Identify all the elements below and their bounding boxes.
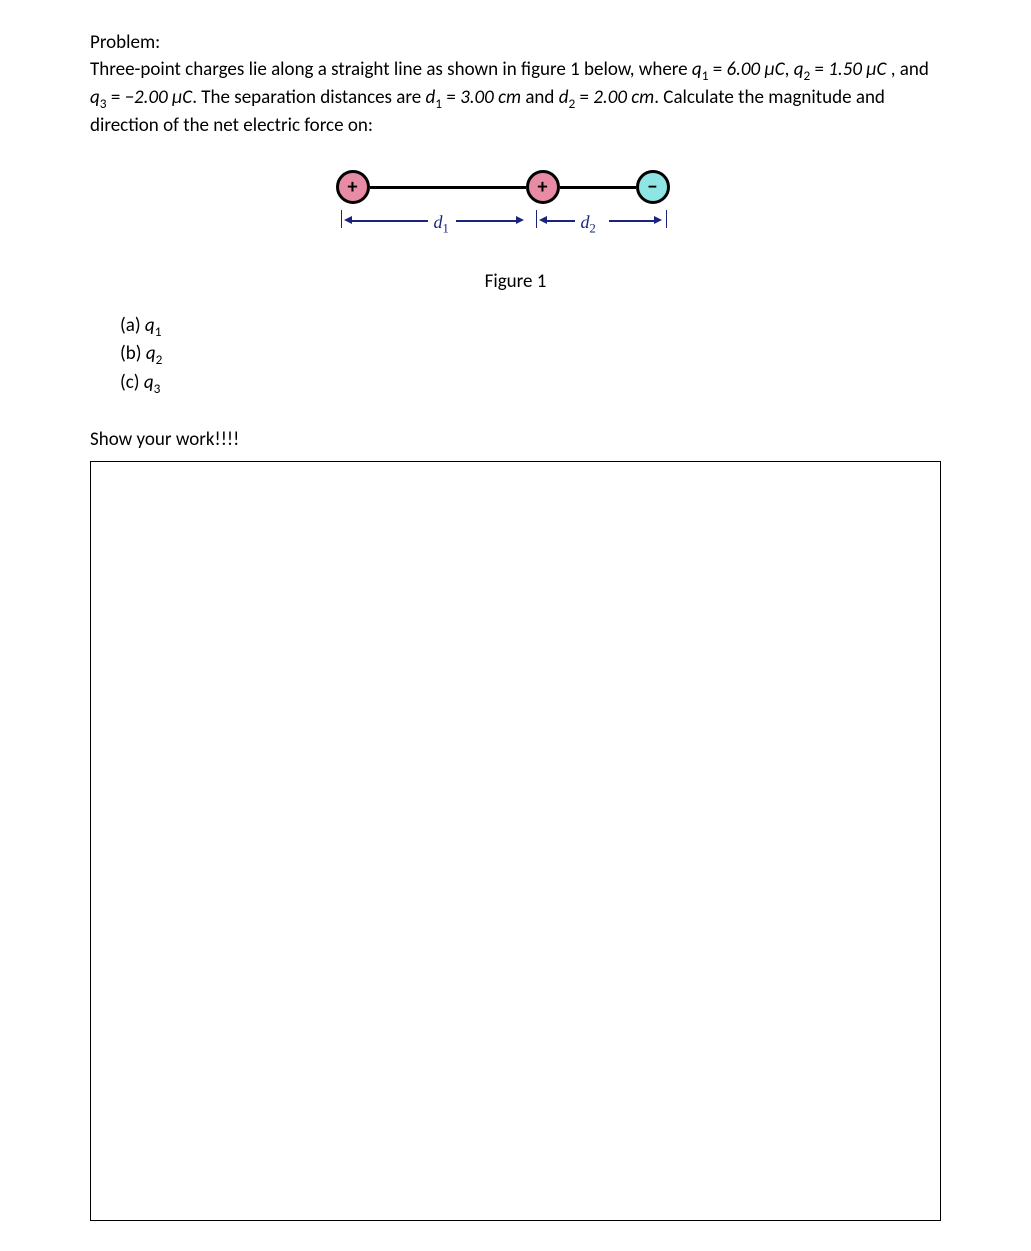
- and2: and: [521, 86, 559, 109]
- dim-arrow-right-1: [516, 216, 524, 224]
- show-work-label: Show your work!!!!: [90, 428, 941, 451]
- eq4: =: [442, 86, 460, 109]
- sep-text: . The separation distances are: [192, 86, 425, 109]
- figure-caption: Figure 1: [485, 270, 547, 293]
- dim-arrow-right-2: [654, 216, 662, 224]
- figure-container: + + − d1: [90, 170, 941, 303]
- d1-symbol: d: [426, 86, 436, 109]
- eq3: =: [107, 86, 125, 109]
- comma1: ,: [785, 58, 794, 81]
- charge-q1: +: [336, 170, 370, 204]
- d2-text: d: [581, 212, 590, 232]
- problem-statement: Problem: Three-point charges lie along a…: [90, 30, 941, 140]
- d1-label: d1: [434, 212, 449, 237]
- work-box: [90, 461, 941, 1221]
- part-c: (c) q3: [120, 370, 941, 398]
- problem-parts: (a) q1 (b) q2 (c) q3: [120, 313, 941, 398]
- q1-val: 6.00 µC: [727, 58, 785, 81]
- and1: , and: [891, 58, 929, 81]
- part-b-sub: 2: [156, 351, 163, 368]
- charge-q3: −: [636, 170, 670, 204]
- q1-symbol: q: [692, 58, 702, 81]
- d2-sub-text: 2: [590, 222, 596, 236]
- charge-q2: +: [526, 170, 560, 204]
- q3-val: −2.00 µC: [125, 86, 193, 109]
- eq2: =: [810, 58, 828, 81]
- dim-line-2b: [609, 220, 654, 222]
- part-c-label: (c): [120, 371, 144, 394]
- dim-line-1a: [350, 220, 428, 222]
- dim-line-2a: [545, 220, 575, 222]
- q3-sub: 3: [100, 95, 107, 112]
- connection-line-1: [370, 186, 526, 189]
- q2-symbol: q: [794, 58, 804, 81]
- dim-tick-2: [536, 210, 538, 228]
- minus-icon: −: [648, 175, 658, 199]
- d1-val: 3.00 cm: [460, 86, 521, 109]
- connection-line-2: [560, 186, 636, 189]
- q2-val: 1.50 µC: [828, 58, 890, 81]
- part-a: (a) q1: [120, 313, 941, 341]
- part-b-label: (b): [120, 342, 146, 365]
- part-a-sym: q: [145, 314, 155, 337]
- d1-sub-text: 1: [443, 222, 449, 236]
- plus-icon: +: [348, 175, 358, 199]
- page-container: Problem: Three-point charges lie along a…: [0, 0, 1031, 1251]
- part-a-sub: 1: [155, 323, 162, 340]
- d2-label: d2: [581, 212, 596, 237]
- part-b: (b) q2: [120, 341, 941, 369]
- eq1: =: [708, 58, 726, 81]
- d2-val: 2.00 cm: [593, 86, 654, 109]
- plus-icon: +: [538, 175, 548, 199]
- dimension-row: d1 d2: [336, 210, 696, 240]
- d1-text: d: [434, 212, 443, 232]
- eq5: =: [575, 86, 593, 109]
- part-c-sym: q: [144, 371, 154, 394]
- problem-label: Problem:: [90, 31, 160, 54]
- q3-symbol: q: [90, 86, 100, 109]
- charge-diagram: + + − d1: [336, 170, 696, 240]
- part-a-label: (a): [120, 314, 145, 337]
- part-c-sub: 3: [154, 380, 161, 397]
- part-b-sym: q: [146, 342, 156, 365]
- problem-text-1: Three-point charges lie along a straight…: [90, 58, 692, 81]
- dim-line-1b: [456, 220, 516, 222]
- dim-tick-3: [666, 210, 668, 228]
- dim-tick-1: [341, 210, 343, 228]
